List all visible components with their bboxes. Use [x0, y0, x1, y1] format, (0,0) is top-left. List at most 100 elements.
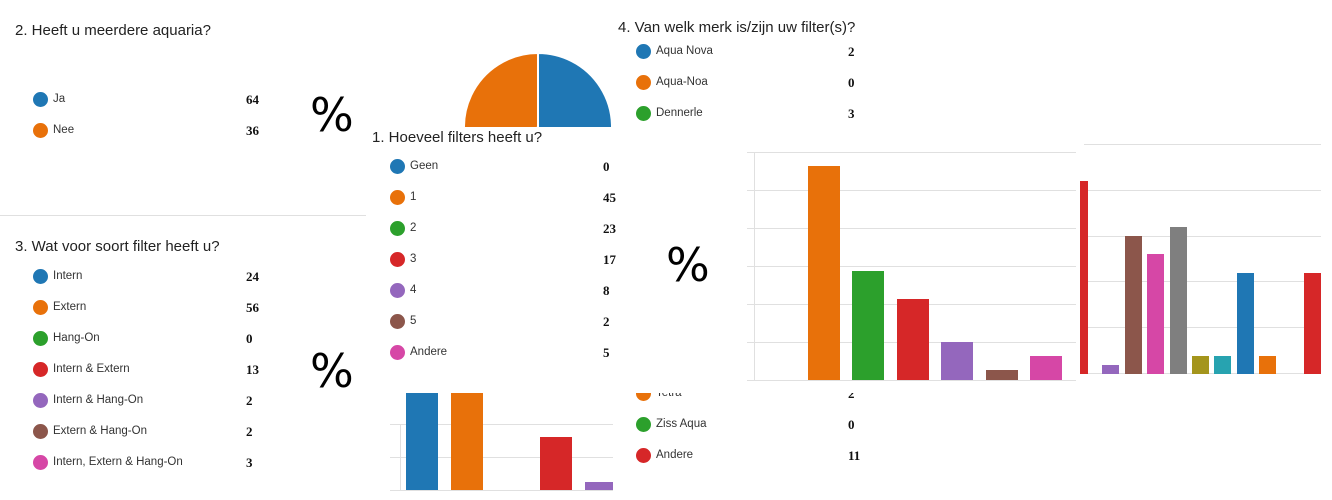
legend-dot-icon	[33, 362, 48, 377]
legend-value: 56	[246, 300, 259, 315]
legend-dot-icon	[636, 75, 651, 90]
gridline	[1084, 190, 1321, 191]
gridline	[747, 380, 1076, 381]
legend-value: 5	[603, 345, 610, 360]
gridline	[747, 152, 1076, 153]
bar-Andere	[1030, 356, 1062, 380]
y-axis	[754, 152, 755, 380]
legend-label: Intern & Extern	[53, 363, 130, 375]
divider	[0, 215, 366, 216]
gridline	[390, 424, 613, 425]
legend-item: Ziss Aqua 0	[636, 415, 878, 435]
legend-label: 5	[410, 315, 417, 327]
legend-label: Intern, Extern & Hang-On	[53, 456, 183, 468]
legend-item: Extern 56	[33, 298, 276, 318]
gridline	[747, 190, 1076, 191]
legend-value: 11	[848, 448, 861, 463]
bar-3	[1147, 254, 1165, 374]
legend-value: 2	[848, 386, 855, 401]
gridline	[1084, 144, 1321, 145]
q2-title: 2. Heeft u meerdere aquaria?	[15, 22, 211, 39]
legend-value: 45	[603, 190, 616, 205]
legend-label: Aqua Nova	[656, 45, 713, 57]
bar-10	[1304, 272, 1321, 374]
legend-dot-icon	[33, 455, 48, 470]
legend-label: Dennerle	[656, 107, 703, 119]
legend-value: 0	[848, 417, 855, 432]
legend-item: Intern & Hang-On 2	[33, 391, 276, 411]
legend-item: Ja 64	[33, 90, 276, 110]
legend-value: 17	[603, 252, 616, 267]
bar-2	[852, 270, 884, 380]
bar-2	[1124, 236, 1142, 374]
legend-value: 2	[603, 314, 610, 329]
q4-title: 4. Van welk merk is/zijn uw filter(s)?	[618, 19, 856, 36]
legend-label: Ja	[53, 93, 66, 105]
bar-Intern & Hang-On	[585, 481, 613, 490]
legend-label: Nee	[53, 124, 75, 136]
legend-value: 2	[246, 393, 253, 408]
legend-label: 4	[410, 284, 417, 296]
bar-1	[807, 165, 840, 380]
legend-label: Intern	[53, 270, 83, 282]
legend-value: 24	[246, 269, 259, 284]
legend-value: 2	[848, 44, 855, 59]
legend-dot-icon	[636, 106, 651, 121]
legend-dot-icon	[33, 393, 48, 408]
q4-bar-chart	[1076, 140, 1321, 374]
legend-item: Aqua-Noa 0	[636, 73, 878, 93]
legend-item: Intern 24	[33, 267, 276, 287]
legend-dot-icon	[636, 448, 651, 463]
pie-slice-nee	[463, 51, 539, 127]
bar-Extern	[450, 393, 483, 490]
bar-1	[1102, 364, 1120, 374]
legend-label: Ziss Aqua	[656, 418, 707, 430]
gridline	[390, 457, 613, 458]
gridline	[1084, 281, 1321, 282]
legend-value: 0	[848, 75, 855, 90]
legend-dot-icon	[33, 123, 48, 138]
legend-dot-icon	[390, 252, 405, 267]
bar-6	[1214, 355, 1232, 374]
legend-value: 0	[246, 331, 253, 346]
legend-value: 36	[246, 123, 259, 138]
pie-slice-ja	[536, 51, 613, 127]
legend-value: 23	[603, 221, 616, 236]
q3-title: 3. Wat voor soort filter heeft u?	[15, 238, 220, 255]
bar-Intern & Extern	[540, 436, 573, 490]
legend-value: 8	[603, 283, 610, 298]
bar-4	[1169, 226, 1187, 374]
legend-label: Andere	[656, 449, 694, 461]
legend-item: Nee 36	[33, 121, 276, 141]
percent-symbol: %	[310, 88, 354, 142]
gridline	[1084, 236, 1321, 237]
legend-item: Intern, Extern & Hang-On 3	[33, 453, 276, 473]
legend-dot-icon	[636, 44, 651, 59]
legend-dot-icon	[636, 393, 651, 401]
percent-symbol: %	[310, 344, 354, 398]
bar-3	[896, 299, 929, 380]
bar-0	[1080, 180, 1088, 374]
legend-dot-icon	[33, 424, 48, 439]
legend-dot-icon	[33, 269, 48, 284]
legend-label: 2	[410, 222, 417, 234]
legend-label: 1	[410, 191, 417, 203]
gridline	[390, 490, 613, 491]
legend-item: Andere 11	[636, 446, 878, 466]
legend-label: Tetra	[656, 387, 682, 399]
gridline	[747, 266, 1076, 267]
q1-bar-chart	[740, 145, 1076, 382]
legend-dot-icon	[636, 417, 651, 432]
legend-label: Extern & Hang-On	[53, 425, 147, 437]
legend-value: 64	[246, 92, 259, 107]
legend-dot-icon	[390, 283, 405, 298]
legend-item: Intern & Extern 13	[33, 360, 276, 380]
legend-label: Andere	[410, 346, 448, 358]
legend-item: Hang-On 0	[33, 329, 276, 349]
legend-item: Tetra 2	[636, 386, 878, 404]
y-axis	[400, 424, 401, 490]
bar-7	[1236, 272, 1254, 374]
bar-8	[1259, 355, 1277, 374]
